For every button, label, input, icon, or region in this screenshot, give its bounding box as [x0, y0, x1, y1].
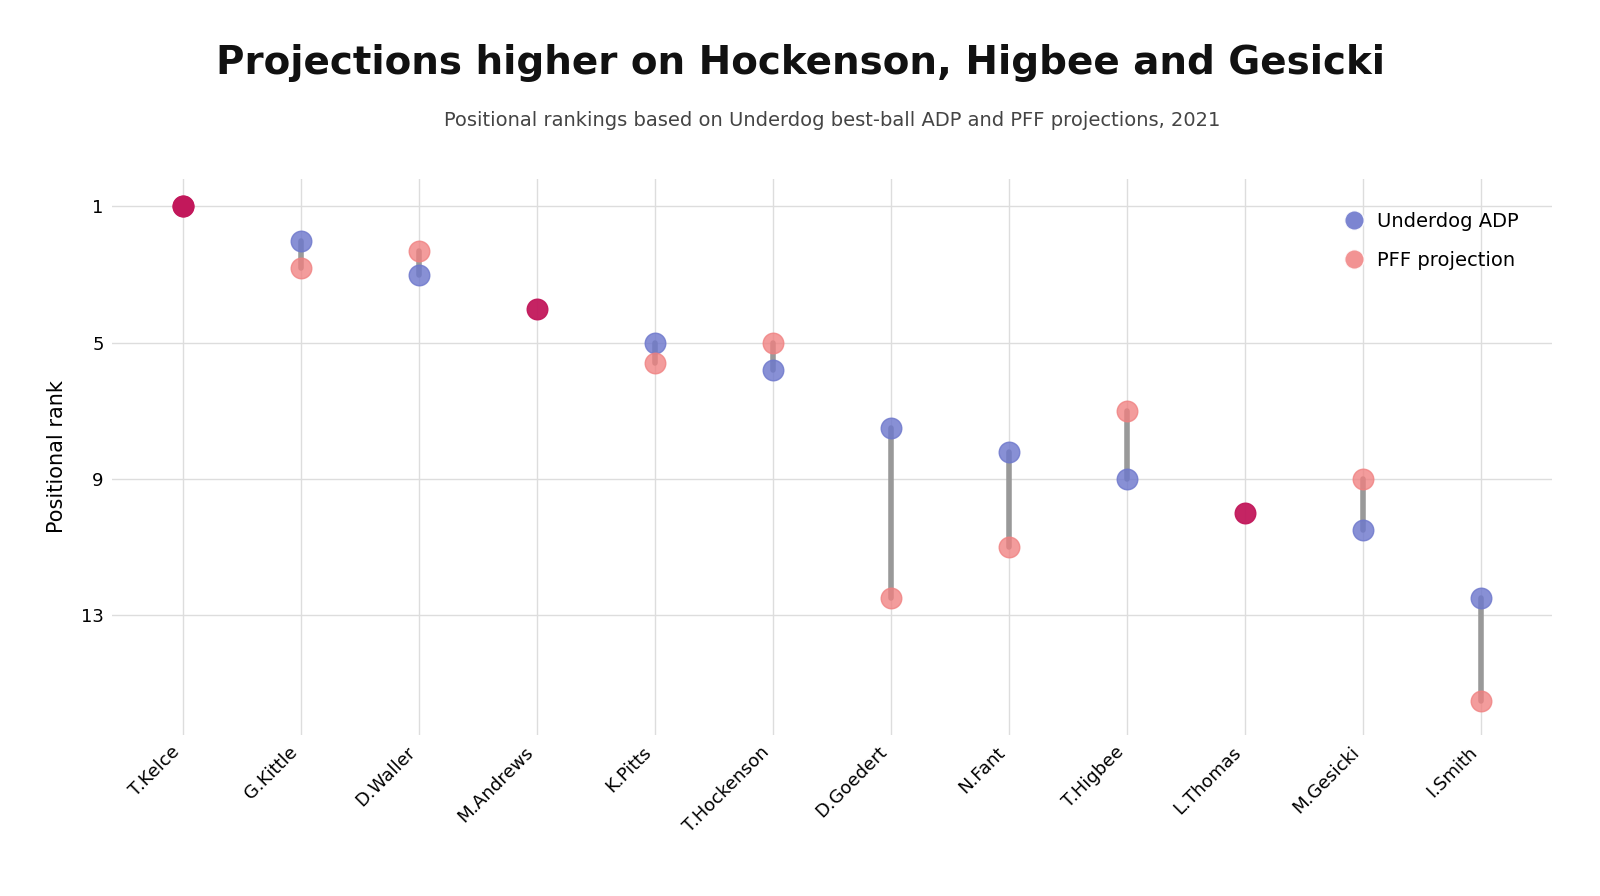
Point — [760, 363, 786, 377]
Point — [878, 591, 904, 606]
Title: Positional rankings based on Underdog best-ball ADP and PFF projections, 2021: Positional rankings based on Underdog be… — [443, 111, 1221, 131]
Point — [288, 233, 314, 247]
Point — [288, 261, 314, 275]
Text: Projections higher on Hockenson, Higbee and Gesicki: Projections higher on Hockenson, Higbee … — [216, 44, 1384, 82]
Point — [878, 421, 904, 435]
Point — [997, 540, 1022, 555]
Point — [1114, 404, 1139, 418]
Point — [1350, 523, 1376, 538]
Point — [170, 199, 195, 213]
Point — [1232, 506, 1258, 521]
Point — [406, 268, 432, 282]
Point — [760, 336, 786, 350]
Point — [1114, 472, 1139, 487]
Point — [1469, 694, 1494, 708]
Point — [997, 444, 1022, 459]
Point — [1469, 591, 1494, 606]
Point — [170, 199, 195, 213]
Point — [1350, 472, 1376, 487]
Point — [525, 302, 550, 316]
Point — [642, 356, 667, 370]
Point — [642, 336, 667, 350]
Y-axis label: Positional rank: Positional rank — [46, 381, 67, 533]
Point — [406, 244, 432, 258]
Legend: Underdog ADP, PFF projection: Underdog ADP, PFF projection — [1323, 189, 1542, 293]
